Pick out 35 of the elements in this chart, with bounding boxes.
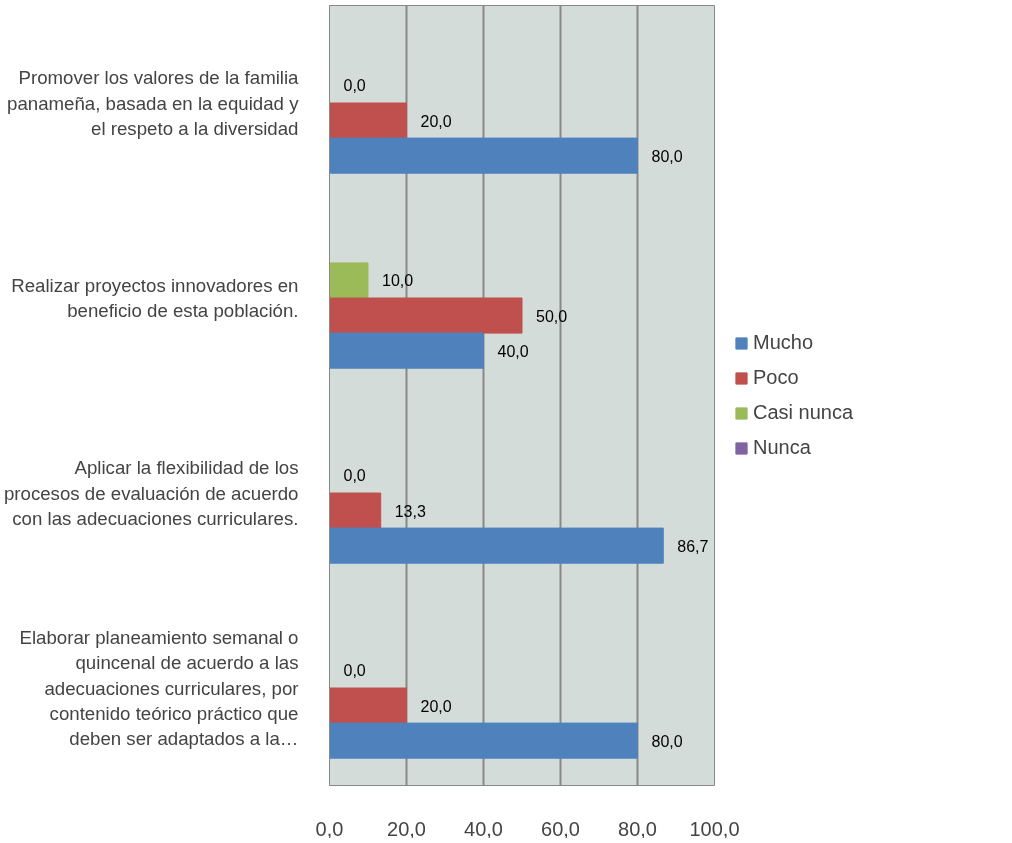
data-label: 50,0 — [536, 307, 568, 325]
y-tick-label: Promover los valores de la familia panameña, basada en la equidad y el respeto a la diversidad — [7, 67, 300, 139]
data-label: 0,0 — [343, 77, 366, 95]
data-label: 80,0 — [651, 147, 683, 165]
x-tick-label: 60,0 — [541, 817, 580, 840]
data-label: 13,3 — [394, 502, 426, 520]
legend-label: Mucho — [753, 331, 814, 354]
bar — [329, 102, 407, 139]
bar — [329, 722, 638, 759]
bar — [329, 687, 407, 724]
bar — [329, 527, 664, 564]
data-label: 86,7 — [677, 537, 709, 555]
x-tick-label: 80,0 — [618, 817, 657, 840]
bar — [329, 492, 382, 529]
data-label: 20,0 — [420, 112, 452, 130]
data-label: 10,0 — [382, 272, 414, 290]
bar — [329, 332, 484, 369]
data-label: 40,0 — [497, 342, 529, 360]
bar — [329, 137, 638, 174]
legend-label: Poco — [753, 366, 799, 389]
x-tick-label: 40,0 — [464, 817, 503, 840]
y-tick-label: Realizar proyectos innovadores en beneficio de esta población. — [11, 274, 299, 322]
bar — [329, 262, 369, 299]
bar — [329, 297, 523, 334]
legend-label: Nunca — [753, 436, 811, 459]
x-tick-label: 100,0 — [689, 817, 740, 840]
y-tick-label: Aplicar la flexibilidad de los procesos de evaluación de acuerdo con las adecuaciones curriculares. — [3, 457, 299, 529]
x-tick-label: 20,0 — [387, 817, 426, 840]
legend-label: Casi nunca — [753, 401, 854, 424]
y-tick-label: Elaborar planeamiento semanal o quincenal de acuerdo a las adecuaciones curriculares, por contenido teórico práctico que deben ser adaptados a la… — [19, 627, 299, 749]
data-label: 20,0 — [420, 697, 452, 715]
x-tick-label: 0,0 — [315, 817, 344, 840]
data-label: 0,0 — [343, 662, 366, 680]
data-label: 80,0 — [651, 732, 683, 750]
data-label: 0,0 — [343, 467, 366, 485]
